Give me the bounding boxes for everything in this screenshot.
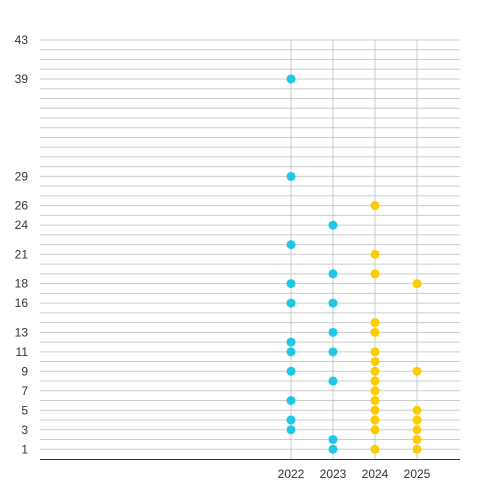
data-point	[286, 415, 296, 425]
x-tick-label: 2023	[320, 467, 347, 481]
data-point	[286, 337, 296, 347]
data-point	[370, 249, 380, 259]
data-point	[328, 435, 338, 445]
y-tick-label: 18	[15, 277, 29, 291]
data-point	[412, 415, 422, 425]
data-point	[412, 444, 422, 454]
data-point	[370, 386, 380, 396]
data-point	[286, 347, 296, 357]
data-point	[370, 366, 380, 376]
y-tick-label: 16	[15, 296, 29, 310]
y-tick-label: 39	[15, 72, 29, 86]
y-tick-label: 3	[21, 423, 28, 437]
y-tick-label: 21	[15, 247, 29, 261]
data-point	[328, 376, 338, 386]
data-point	[370, 327, 380, 337]
data-point	[370, 415, 380, 425]
data-point	[328, 327, 338, 337]
y-tick-label: 26	[15, 199, 29, 213]
data-point	[370, 425, 380, 435]
data-point	[370, 318, 380, 328]
data-point	[286, 298, 296, 308]
data-point	[370, 396, 380, 406]
data-point	[370, 269, 380, 279]
y-tick-label: 29	[15, 169, 29, 183]
y-tick-label: 1	[21, 442, 28, 456]
data-point	[286, 74, 296, 84]
data-point	[412, 425, 422, 435]
data-point	[286, 366, 296, 376]
data-point	[328, 298, 338, 308]
y-tick-label: 24	[15, 218, 29, 232]
data-points	[286, 74, 422, 454]
data-point	[286, 396, 296, 406]
data-point	[370, 376, 380, 386]
data-point	[370, 347, 380, 357]
data-point	[370, 405, 380, 415]
data-point	[370, 357, 380, 367]
data-point	[412, 279, 422, 289]
data-point	[370, 201, 380, 211]
data-point	[328, 347, 338, 357]
x-tick-labels: 2022 2023 2024 2025	[278, 467, 431, 481]
data-point	[286, 425, 296, 435]
data-point	[412, 405, 422, 415]
x-tick-label: 2024	[362, 467, 389, 481]
data-point	[412, 435, 422, 445]
y-tick-label: 11	[16, 345, 29, 359]
x-tick-label: 2022	[278, 467, 305, 481]
data-point	[286, 171, 296, 181]
y-tick-label: 5	[21, 403, 28, 417]
y-tick-label: 7	[21, 384, 28, 398]
data-point	[286, 240, 296, 250]
data-point	[328, 444, 338, 454]
data-point	[328, 269, 338, 279]
y-tick-label: 43	[15, 33, 29, 47]
grid-lines	[40, 39, 460, 459]
data-point	[412, 366, 422, 376]
data-point	[370, 444, 380, 454]
data-point	[328, 220, 338, 230]
y-tick-label: 13	[15, 325, 29, 339]
x-tick-label: 2025	[404, 467, 431, 481]
data-point	[286, 279, 296, 289]
y-tick-label: 9	[21, 364, 28, 378]
